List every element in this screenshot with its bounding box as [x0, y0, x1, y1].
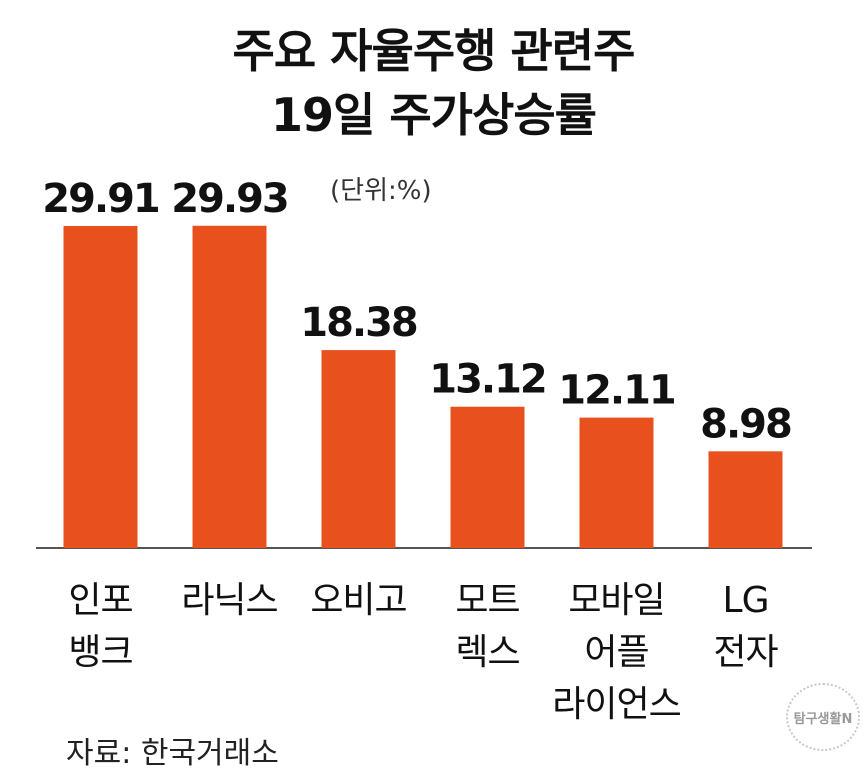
data-label: 13.12	[429, 357, 546, 403]
data-label: 29.91	[42, 176, 159, 222]
data-label: 29.93	[171, 176, 288, 222]
bar	[579, 417, 654, 548]
category-label: 모트	[455, 580, 519, 621]
publisher-badge: 탐구생활N	[786, 683, 860, 751]
unit-label: (단위:%)	[330, 176, 432, 206]
category-label: LG	[723, 580, 769, 621]
bar	[192, 225, 267, 548]
chart-title-line1: 주요 자율주행 관련주	[232, 24, 636, 78]
category-label: 라이언스	[552, 684, 680, 725]
data-label: 18.38	[300, 300, 417, 346]
category-label: 뱅크	[68, 632, 132, 673]
bar	[708, 451, 783, 548]
data-label: 8.98	[700, 401, 791, 447]
bar	[321, 350, 396, 548]
category-label: 라닉스	[181, 580, 277, 621]
category-label: 어플	[584, 632, 648, 673]
category-label: 모바일	[568, 580, 664, 621]
bar	[63, 225, 138, 548]
chart-title-line2: 19일 주가상승률	[271, 88, 597, 142]
category-label: 전자	[713, 632, 778, 673]
category-label: 오비고	[310, 580, 406, 621]
category-label: 렉스	[455, 632, 519, 673]
bar	[450, 406, 525, 548]
category-label: 인포	[68, 580, 132, 621]
data-label: 12.11	[558, 368, 675, 414]
source-label: 자료: 한국거래소	[66, 736, 279, 771]
